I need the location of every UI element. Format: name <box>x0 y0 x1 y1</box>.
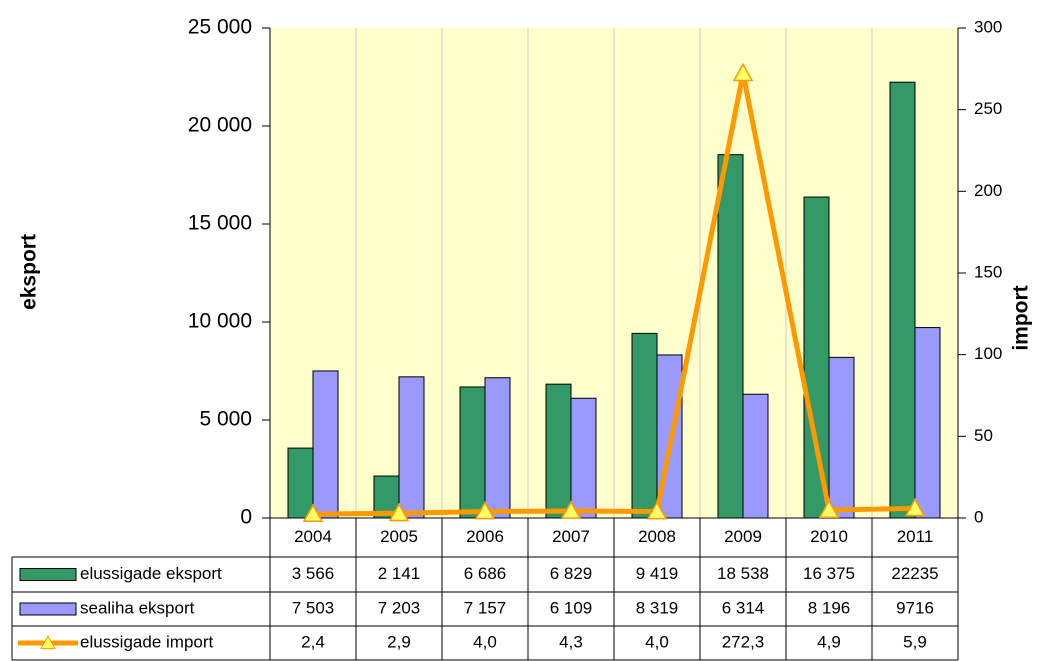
y2-tick-label: 200 <box>974 181 1002 200</box>
table-value: 8 319 <box>636 598 679 617</box>
bar <box>889 81 916 519</box>
bar <box>570 397 597 519</box>
y2-tick-label: 150 <box>974 262 1002 281</box>
table-value: 16 375 <box>803 564 855 583</box>
line-marker <box>818 499 840 518</box>
y-tick-label: 5 000 <box>199 408 252 431</box>
legend-label: elussigade import <box>80 632 214 651</box>
y-tick-label: 10 000 <box>188 310 252 333</box>
x-tick-label: 2010 <box>810 527 848 546</box>
legend-key <box>19 568 77 581</box>
x-tick-label: 2004 <box>294 527 332 546</box>
bar <box>717 154 744 519</box>
y2-tick-label: 100 <box>974 344 1002 363</box>
table-value: 4,3 <box>559 632 583 651</box>
y2-tick-label: 250 <box>974 99 1002 118</box>
bar <box>914 327 941 519</box>
table-value: 9 419 <box>636 564 679 583</box>
table-value: 5,9 <box>903 632 927 651</box>
legend-key-marker <box>40 634 56 650</box>
line-marker <box>904 497 926 517</box>
bar <box>631 332 658 519</box>
line-marker <box>474 500 496 520</box>
table-value: 2,4 <box>301 632 325 651</box>
table-value: 6 314 <box>722 598 765 617</box>
table-value: 3 566 <box>292 564 335 583</box>
bar <box>398 376 425 519</box>
table-value: 4,9 <box>817 632 841 651</box>
x-tick-label: 2006 <box>466 527 504 546</box>
bar <box>287 447 314 519</box>
table-value: 22235 <box>891 564 938 583</box>
table-value: 272,3 <box>722 632 765 651</box>
y2-tick-label: 300 <box>974 17 1002 36</box>
x-tick-label: 2011 <box>897 527 934 546</box>
bar <box>484 377 511 519</box>
y-tick-label: 0 <box>240 506 252 529</box>
table-value: 6 109 <box>550 598 593 617</box>
table-value: 7 503 <box>292 598 335 617</box>
legend-label: elussigade eksport <box>80 564 222 583</box>
y-axis-label: eksport <box>18 234 41 310</box>
table-value: 7 157 <box>464 598 507 617</box>
line-marker <box>302 503 324 523</box>
x-tick-label: 2005 <box>380 527 418 546</box>
table-value: 6 686 <box>464 564 507 583</box>
x-tick-label: 2008 <box>638 527 676 546</box>
y2-tick-label: 0 <box>974 507 983 526</box>
table-value: 4,0 <box>645 632 669 651</box>
bar <box>312 370 339 519</box>
table-value: 2,9 <box>387 632 411 651</box>
table-value: 2 141 <box>378 564 421 583</box>
y2-axis-label: import <box>1010 285 1033 350</box>
line <box>312 70 916 517</box>
table-value: 4,0 <box>473 632 497 651</box>
y-tick-label: 15 000 <box>188 212 252 235</box>
table-value: 18 538 <box>717 564 769 583</box>
y-tick-label: 25 000 <box>188 16 252 39</box>
bar <box>742 393 769 519</box>
y2-tick-label: 50 <box>974 426 993 445</box>
bar <box>803 196 830 519</box>
bar <box>828 356 855 519</box>
legend-key <box>19 602 77 616</box>
line-marker <box>388 502 410 522</box>
line-marker <box>560 500 582 519</box>
table-value: 9716 <box>896 598 934 617</box>
bar <box>545 383 572 519</box>
table-value: 6 829 <box>550 564 593 583</box>
table-value: 7 203 <box>378 598 421 617</box>
bar <box>459 386 486 519</box>
x-tick-label: 2009 <box>724 527 762 546</box>
legend-label: sealiha eksport <box>80 598 195 617</box>
line-marker <box>646 500 668 520</box>
y-tick-label: 20 000 <box>188 114 252 137</box>
table-value: 8 196 <box>808 598 851 617</box>
x-tick-label: 2007 <box>552 527 590 546</box>
line-marker <box>732 62 754 82</box>
